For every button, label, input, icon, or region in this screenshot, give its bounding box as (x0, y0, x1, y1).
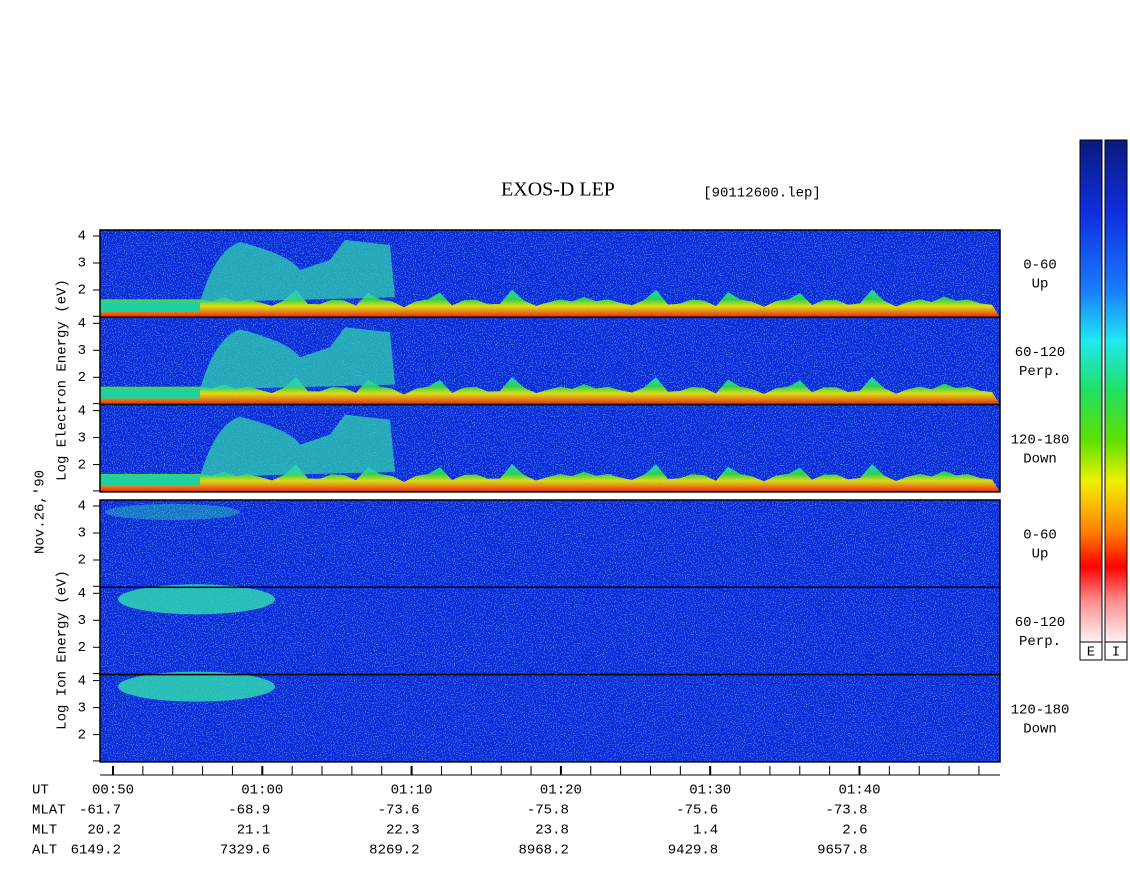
row-value: 6149.2 (71, 843, 121, 859)
row-value: 01:00 (241, 783, 283, 799)
row-value: 9657.8 (817, 843, 867, 859)
y-tick-label: 2 (78, 370, 86, 386)
panel-direction: Perp. (1019, 634, 1061, 650)
flux-low (100, 475, 200, 486)
y-tick-label: 4 (78, 316, 86, 332)
flux-blob (200, 240, 395, 303)
row-value: 01:30 (689, 783, 731, 799)
panel-frame (99, 403, 1001, 493)
panel-direction: Up (1032, 277, 1049, 293)
color-bar (1079, 139, 1103, 643)
row-label: MLAT (32, 803, 66, 819)
panel-range: 60-120 (1015, 615, 1065, 631)
panel-range: 0-60 (1023, 258, 1057, 274)
y-tick-label: 4 (78, 499, 86, 515)
row-value: 1.4 (693, 823, 718, 839)
panel-noise (100, 500, 1000, 588)
panel-direction: Up (1032, 547, 1049, 563)
y-tick-label: 4 (78, 229, 86, 245)
panel-direction: Perp. (1019, 364, 1061, 380)
row-value: -73.6 (378, 803, 420, 819)
axis-label: Log Ion Energy (eV) (55, 570, 71, 730)
flux-blob (200, 327, 395, 390)
y-tick-label: 4 (78, 586, 86, 602)
date: Nov.26,'90 (33, 470, 49, 554)
flux-band (100, 464, 1000, 492)
row-value: -68.9 (228, 803, 270, 819)
row-value: -75.8 (527, 803, 569, 819)
row-value: 8968.2 (518, 843, 568, 859)
panel-range: 0-60 (1023, 528, 1057, 544)
row-value: 21.1 (237, 823, 271, 839)
axis-label: Log Electron Energy (eV) (55, 279, 71, 481)
flux-low (100, 388, 200, 399)
y-tick-label: 4 (78, 673, 86, 689)
row-value: 22.3 (386, 823, 420, 839)
y-tick-label: 3 (78, 526, 86, 542)
color-bar-label: I (1112, 645, 1120, 661)
row-value: 01:40 (838, 783, 880, 799)
flux-blob (105, 504, 240, 520)
y-tick-label: 2 (78, 457, 86, 473)
y-tick-label: 3 (78, 343, 86, 359)
y-tick-label: 3 (78, 256, 86, 272)
flux-blob (118, 584, 275, 615)
flux-low (100, 301, 200, 312)
panel-frame (99, 673, 1001, 763)
row-value: -73.8 (825, 803, 867, 819)
flux-blob (118, 671, 275, 702)
title: EXOS-D LEP (501, 179, 615, 201)
y-tick-label: 2 (78, 283, 86, 299)
row-value: 01:20 (540, 783, 582, 799)
row-value: 00:50 (92, 783, 134, 799)
y-tick-label: 3 (78, 700, 86, 716)
row-value: -61.7 (79, 803, 121, 819)
row-value: 9429.8 (668, 843, 718, 859)
color-bar (1104, 139, 1128, 643)
y-tick-label: 3 (78, 430, 86, 446)
flux-band (100, 376, 1000, 405)
color-bar-label-box (1079, 641, 1103, 661)
panel-range: 120-180 (1011, 702, 1070, 718)
panel-range: 60-120 (1015, 345, 1065, 361)
row-value: 01:10 (391, 783, 433, 799)
color-bar-label: E (1087, 645, 1095, 661)
flux-blob (200, 414, 395, 477)
row-value: 8269.2 (369, 843, 419, 859)
row-value: 2.6 (842, 823, 867, 839)
row-label: MLT (32, 823, 57, 839)
panel-direction: Down (1023, 451, 1057, 467)
panel-range: 120-180 (1011, 432, 1070, 448)
flux-band (100, 289, 1000, 318)
y-tick-label: 3 (78, 613, 86, 629)
row-label: ALT (32, 843, 57, 859)
panel-direction: Down (1023, 721, 1057, 737)
row-value: 7329.6 (220, 843, 270, 859)
row-value: 20.2 (87, 823, 121, 839)
row-value: 23.8 (535, 823, 569, 839)
color-bar-label-box (1104, 641, 1128, 661)
y-tick-label: 2 (78, 727, 86, 743)
y-tick-label: 2 (78, 553, 86, 569)
y-tick-label: 4 (78, 403, 86, 419)
row-value: -75.6 (676, 803, 718, 819)
row-label: UT (32, 783, 49, 799)
file-name: [90112600.lep] (703, 186, 821, 202)
y-tick-label: 2 (78, 640, 86, 656)
